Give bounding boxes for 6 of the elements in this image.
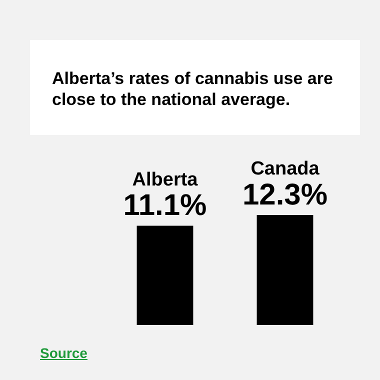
text: Source xyxy=(40,345,88,361)
data-label: 12.3% xyxy=(242,178,328,212)
data-label: 11.1% xyxy=(123,188,207,222)
chart-title: Alberta’s rates of cannabis use are close to the national average. xyxy=(52,69,333,109)
x-tick-label: Alberta xyxy=(132,169,198,190)
x-tick-label: Canada xyxy=(250,158,320,180)
